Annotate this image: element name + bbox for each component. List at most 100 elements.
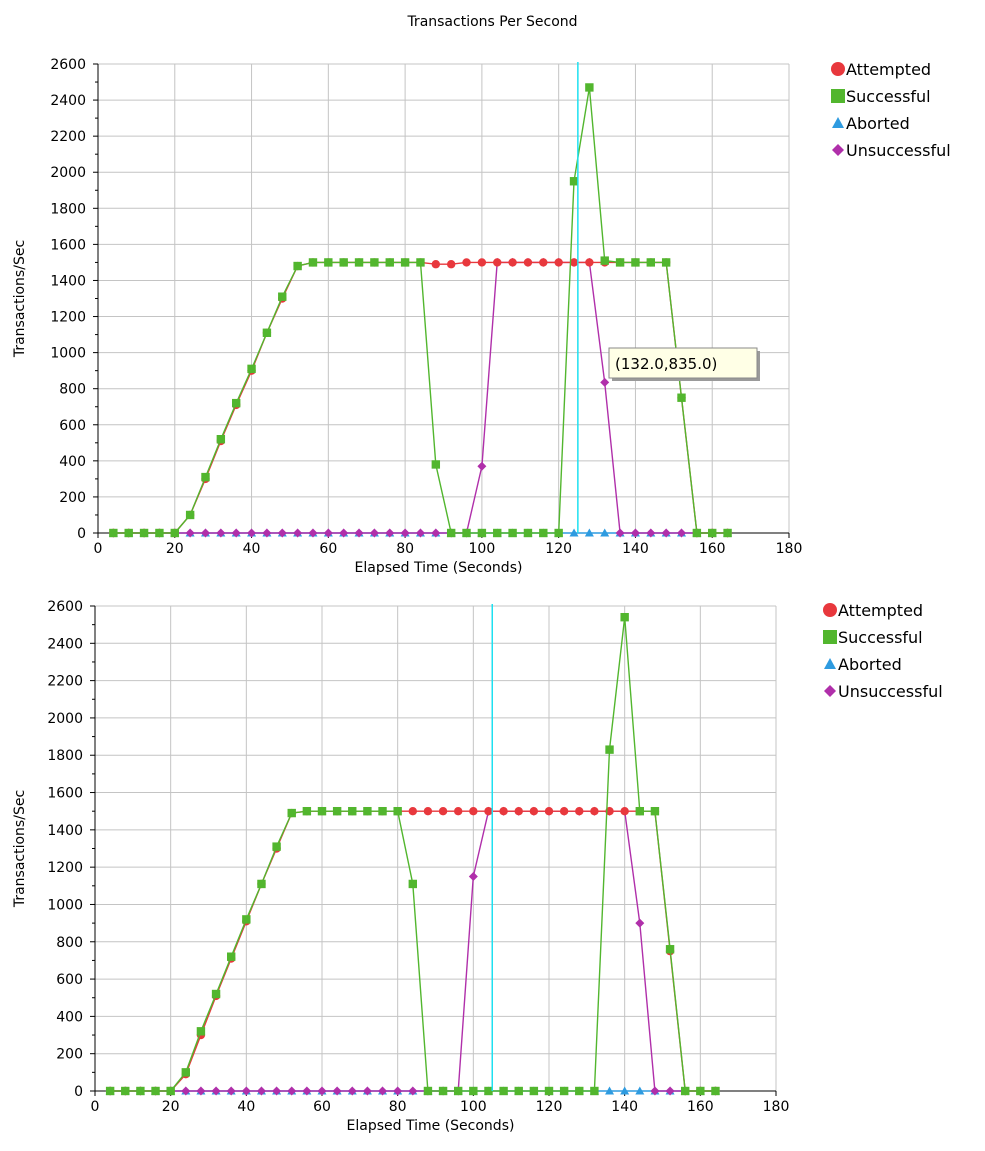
point-successful xyxy=(696,1086,705,1096)
point-unsuccessful xyxy=(200,528,210,538)
point-successful xyxy=(257,879,266,889)
x-tick-label: 20 xyxy=(162,1099,180,1115)
point-successful xyxy=(227,952,236,961)
point-successful xyxy=(499,1086,508,1096)
y-tick-label: 1000 xyxy=(50,346,86,362)
point-attempted xyxy=(529,806,539,816)
legend-marker xyxy=(824,685,836,697)
point-successful xyxy=(575,1086,584,1096)
legend-item-attempted[interactable]: Attempted xyxy=(823,601,923,620)
y-tick-label: 1400 xyxy=(47,823,83,839)
point-successful xyxy=(272,842,281,851)
legend-label: Successful xyxy=(846,87,931,106)
point-successful xyxy=(462,528,471,538)
legend-item-attempted[interactable]: Attempted xyxy=(831,60,931,79)
point-successful xyxy=(605,745,614,754)
point-successful xyxy=(293,261,302,271)
y-tick-label: 2400 xyxy=(50,93,86,109)
point-successful xyxy=(723,528,732,538)
point-successful xyxy=(385,258,394,267)
legend-item-successful[interactable]: Successful xyxy=(823,628,923,647)
point-successful xyxy=(620,612,629,622)
y-tick-label: 1200 xyxy=(50,310,86,326)
legend-marker xyxy=(832,144,844,156)
point-unsuccessful xyxy=(650,1086,660,1096)
y-tick-label: 600 xyxy=(59,418,86,434)
point-unsuccessful xyxy=(468,871,478,881)
point-unsuccessful xyxy=(317,1086,327,1096)
y-tick-label: 2200 xyxy=(50,129,86,145)
grid xyxy=(95,605,777,1091)
point-aborted xyxy=(620,1086,630,1095)
point-unsuccessful xyxy=(185,528,195,538)
point-successful xyxy=(155,528,164,538)
y-tick-label: 1600 xyxy=(47,786,83,802)
legend-item-unsuccessful[interactable]: Unsuccessful xyxy=(832,141,951,160)
legend-item-successful[interactable]: Successful xyxy=(831,87,931,106)
series-attempted xyxy=(105,806,720,1096)
x-tick-label: 100 xyxy=(469,541,496,557)
point-unsuccessful xyxy=(302,1086,312,1096)
legend-item-unsuccessful[interactable]: Unsuccessful xyxy=(824,682,943,701)
point-aborted xyxy=(584,528,594,537)
point-attempted xyxy=(438,806,448,816)
legend-item-aborted[interactable]: Aborted xyxy=(824,655,902,674)
legend-label: Aborted xyxy=(846,114,910,133)
point-successful xyxy=(201,472,210,482)
point-unsuccessful xyxy=(196,1086,206,1096)
y-tick-label: 800 xyxy=(59,382,86,398)
point-unsuccessful xyxy=(354,528,364,538)
point-successful xyxy=(711,1086,720,1096)
point-attempted xyxy=(493,258,502,267)
y-tick-label: 1600 xyxy=(50,237,86,253)
point-unsuccessful xyxy=(615,528,625,538)
x-tick-label: 180 xyxy=(763,1099,790,1115)
y-tick-label: 1800 xyxy=(47,748,83,764)
point-unsuccessful xyxy=(323,528,333,538)
point-unsuccessful xyxy=(231,528,241,538)
point-successful xyxy=(302,806,312,816)
y-tick-label: 2000 xyxy=(50,165,86,181)
point-unsuccessful xyxy=(677,528,687,538)
legend-item-aborted[interactable]: Aborted xyxy=(832,114,910,133)
point-unsuccessful xyxy=(332,1086,342,1096)
point-aborted xyxy=(605,1086,615,1095)
point-unsuccessful xyxy=(646,528,656,538)
point-successful xyxy=(348,806,357,816)
y-tick-label: 400 xyxy=(59,454,86,470)
point-attempted xyxy=(508,258,517,267)
point-attempted xyxy=(569,258,579,267)
legend-label: Unsuccessful xyxy=(846,141,951,160)
point-unsuccessful xyxy=(247,528,257,538)
point-successful xyxy=(109,528,118,538)
point-successful xyxy=(539,528,548,538)
point-unsuccessful xyxy=(431,528,441,538)
point-successful xyxy=(692,528,702,538)
legend-label: Aborted xyxy=(838,655,902,674)
point-successful xyxy=(136,1086,145,1096)
point-successful xyxy=(166,1086,175,1096)
point-successful xyxy=(324,258,333,267)
chart-bottom[interactable]: 0 20 40 60 80 100 120 140 160 1800200400600800100… xyxy=(12,599,943,1134)
point-successful xyxy=(590,1086,599,1096)
point-successful xyxy=(332,806,342,816)
x-tick-label: 160 xyxy=(699,541,726,557)
legend-marker xyxy=(824,658,836,669)
chart-top[interactable]: 0 20 40 60 80 100 120 140 160 1800200400600800100… xyxy=(12,57,951,576)
point-successful xyxy=(408,879,417,889)
point-unsuccessful xyxy=(226,1086,236,1096)
point-attempted xyxy=(499,806,508,816)
x-tick-label: 0 xyxy=(94,541,103,557)
y-tick-label: 1400 xyxy=(50,273,86,289)
point-attempted xyxy=(620,806,629,816)
point-successful xyxy=(661,258,671,267)
x-tick-label: 20 xyxy=(166,541,184,557)
point-attempted xyxy=(431,260,441,269)
point-successful xyxy=(635,806,644,816)
y-tick-label: 0 xyxy=(77,526,86,542)
point-unsuccessful xyxy=(262,528,272,538)
x-tick-label: 40 xyxy=(243,541,261,557)
point-unsuccessful xyxy=(272,1086,282,1096)
tooltip-box xyxy=(608,347,758,379)
point-successful xyxy=(370,258,379,267)
